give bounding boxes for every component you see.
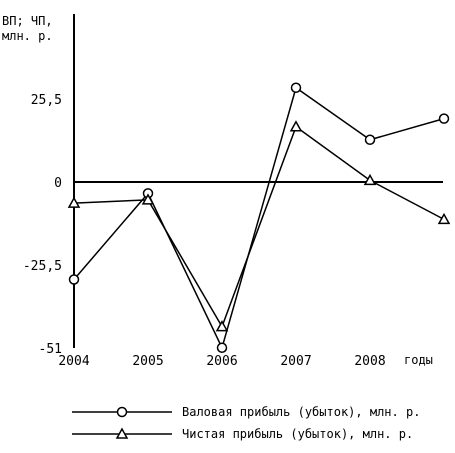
series xyxy=(67,82,451,353)
triangle-marker-point xyxy=(215,320,229,332)
legend-item: Чистая прибыль (убыток), млн. р. xyxy=(72,427,413,441)
triangle-marker-point xyxy=(363,173,377,186)
legend-label: Валовая прибыль (убыток), млн. р. xyxy=(182,405,420,419)
x-tick-label: 2006 xyxy=(206,354,237,369)
triangle-marker-point xyxy=(289,120,303,132)
circle-marker-point xyxy=(290,82,302,93)
series-net-profit xyxy=(67,120,451,332)
y-tick-label: -25,5 xyxy=(23,259,62,274)
y-axis-label-line: ВП; ЧП, xyxy=(2,14,53,28)
triangle-marker-point xyxy=(141,193,155,205)
legend-item: Валовая прибыль (убыток), млн. р. xyxy=(72,405,420,419)
y-tick-label: -51 xyxy=(39,342,62,357)
x-tick-label: 2005 xyxy=(132,354,163,369)
x-tick-labels: 2004 2005 2006 2007 2008 xyxy=(58,354,385,369)
y-tick-labels: 25,5 0 -25,5 -51 xyxy=(23,93,62,357)
y-tick-label: 0 xyxy=(54,176,62,191)
circle-marker-point xyxy=(438,113,450,124)
x-axis-label: годы xyxy=(404,353,433,367)
axes xyxy=(73,14,443,348)
y-tick-label: 25,5 xyxy=(31,93,62,108)
y-axis-label-line: млн. р. xyxy=(2,29,53,43)
x-tick-label: 2004 xyxy=(58,354,89,369)
circle-marker-point xyxy=(216,342,228,353)
triangle-marker-point xyxy=(437,212,451,225)
circle-marker-point xyxy=(68,274,80,285)
legend: Валовая прибыль (убыток), млн. р. Чистая … xyxy=(72,405,420,441)
y-axis-label: ВП; ЧП,млн. р. xyxy=(2,14,53,43)
x-tick-label: 2008 xyxy=(354,354,385,369)
series-gross-profit xyxy=(68,82,450,353)
circle-marker-point xyxy=(364,134,376,145)
legend-label: Чистая прибыль (убыток), млн. р. xyxy=(182,427,413,441)
triangle-marker-point xyxy=(67,196,81,208)
series-line xyxy=(73,86,445,350)
legend-circle-marker xyxy=(116,406,128,418)
x-tick-label: 2007 xyxy=(280,354,311,369)
legend-triangle-marker xyxy=(115,427,129,439)
series-line xyxy=(73,125,445,329)
